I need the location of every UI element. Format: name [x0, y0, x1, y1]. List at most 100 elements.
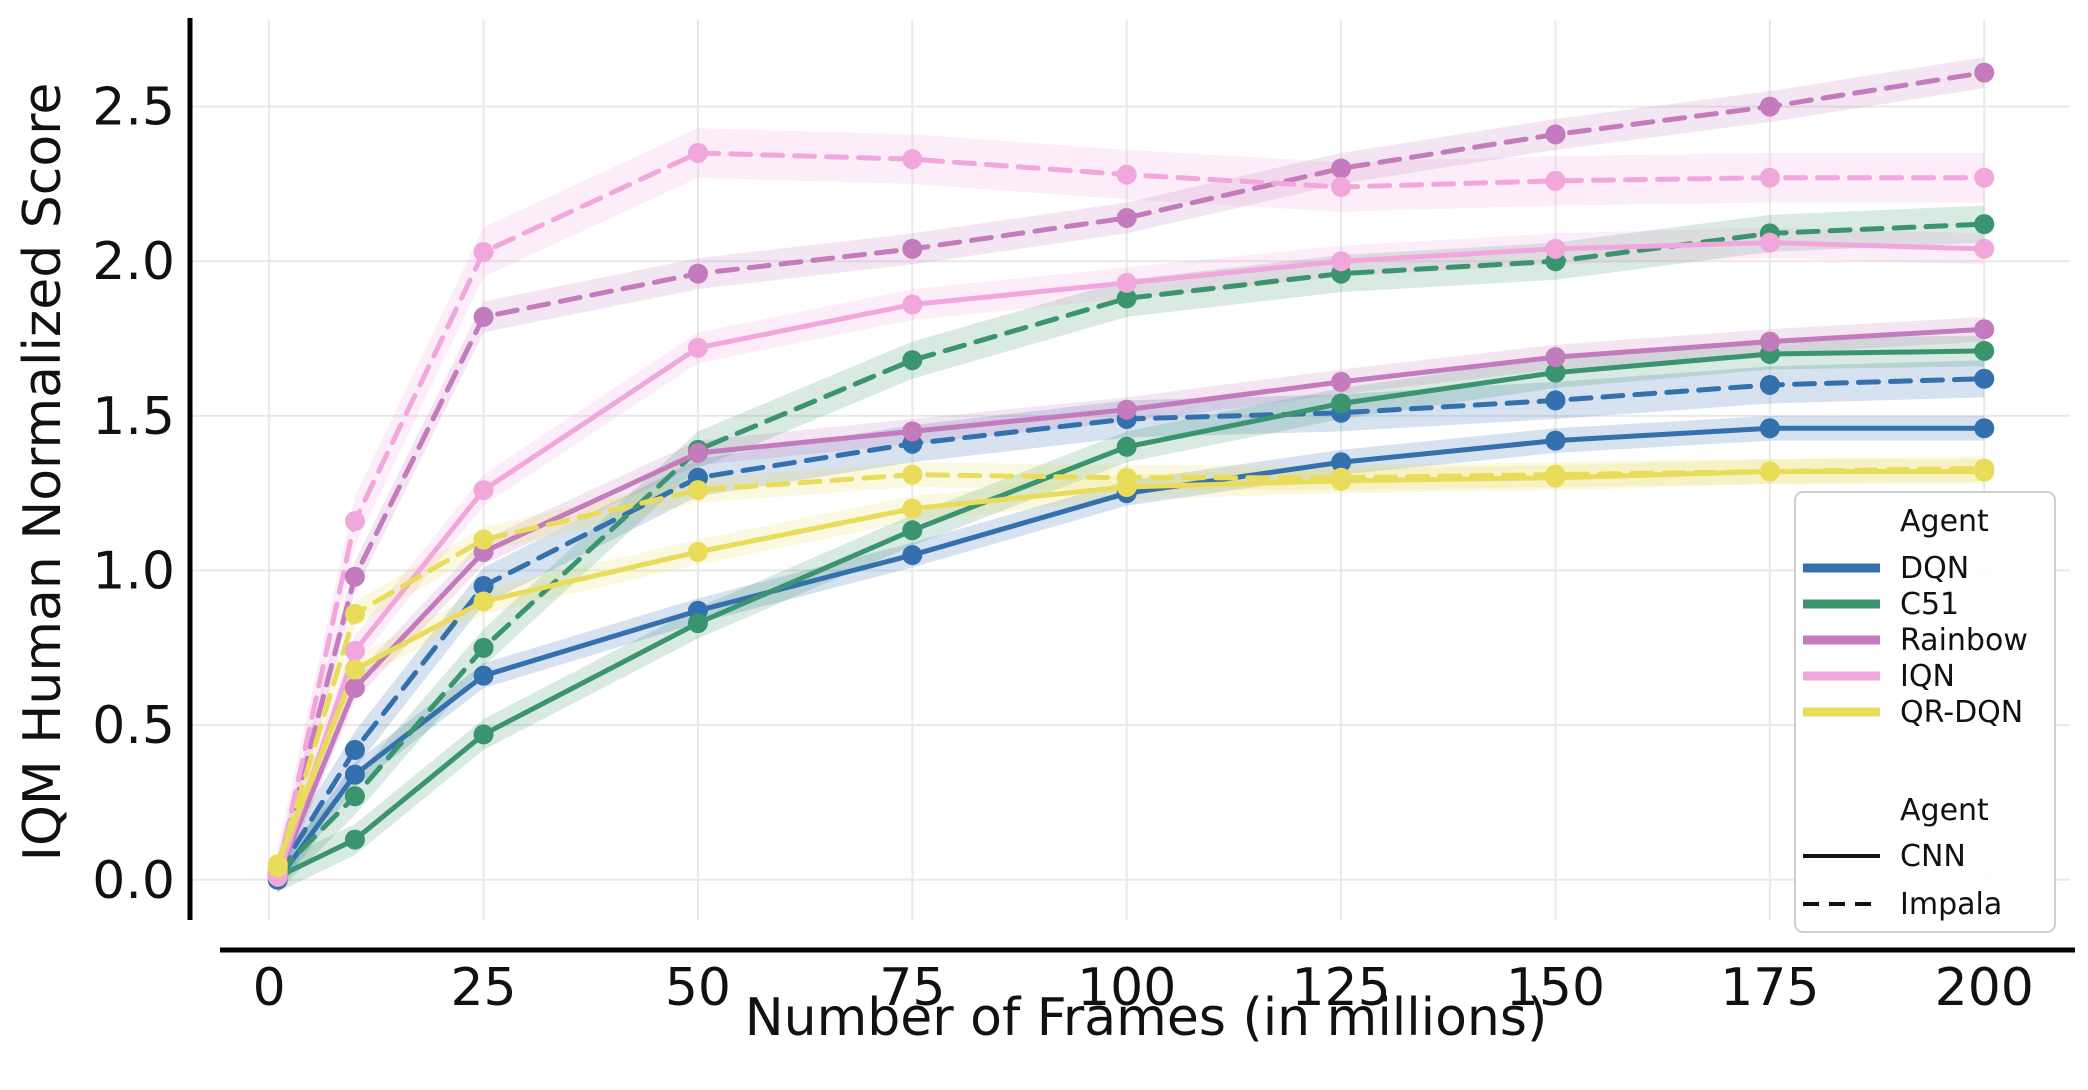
point-dqn-cnn: [1759, 418, 1780, 439]
point-qr-dqn-cnn: [902, 498, 923, 519]
point-rainbow-impala: [1974, 62, 1995, 83]
point-rainbow-cnn: [1331, 371, 1352, 392]
legend-style-entries: CNN Impala: [1803, 839, 2002, 922]
line-iqn-impala: [275, 150, 1987, 877]
point-rainbow-cnn: [344, 678, 365, 699]
point-qr-dqn-cnn: [344, 659, 365, 680]
point-qr-dqn-impala: [902, 464, 923, 485]
point-iqn-cnn: [1116, 272, 1137, 293]
x-axis-title: Number of Frames (in millions): [745, 988, 1548, 1048]
axes: [187, 18, 2075, 953]
point-iqn-cnn: [1331, 251, 1352, 272]
point-iqn-impala: [473, 241, 494, 262]
line-iqn-cnn: [275, 240, 1987, 880]
point-iqn-cnn: [1545, 238, 1566, 259]
band-rainbow-impala: [277, 57, 1985, 886]
point-dqn-impala: [1759, 374, 1780, 395]
point-rainbow-impala: [1545, 124, 1566, 145]
x-tick-label: 50: [665, 958, 731, 1018]
legend-style-title: Agent: [1900, 793, 1989, 828]
point-c51-cnn: [902, 520, 923, 541]
point-qr-dqn-impala: [1116, 467, 1137, 488]
point-dqn-cnn: [1331, 452, 1352, 473]
x-tick-labels: 0 25 50 75 100 125 150 175 200: [253, 958, 2034, 1018]
point-rainbow-cnn: [1545, 347, 1566, 368]
point-iqn-impala: [902, 149, 923, 170]
x-tick-label: 200: [1935, 958, 2034, 1018]
y-tick-label: 0.5: [92, 696, 175, 756]
point-qr-dqn-impala: [1545, 464, 1566, 485]
point-qr-dqn-cnn: [473, 591, 494, 612]
point-iqn-impala: [1974, 167, 1995, 188]
point-qr-dqn-impala: [1331, 467, 1352, 488]
point-dqn-cnn: [902, 545, 923, 566]
point-rainbow-cnn: [1116, 399, 1137, 420]
point-rainbow-cnn: [902, 421, 923, 442]
point-iqn-impala: [1759, 167, 1780, 188]
point-iqn-cnn: [902, 294, 923, 315]
point-c51-cnn: [1974, 340, 1995, 361]
point-c51-cnn: [344, 829, 365, 850]
point-iqn-cnn: [473, 480, 494, 501]
point-qr-dqn-impala: [1974, 458, 1995, 479]
legend-label-impala: Impala: [1900, 887, 2002, 922]
x-tick-label: 75: [879, 958, 945, 1018]
legend-label-dqn: DQN: [1900, 551, 1969, 586]
legend-label-c51: C51: [1900, 587, 1959, 622]
x-tick-label: 100: [1077, 958, 1176, 1018]
point-iqn-impala: [1545, 170, 1566, 191]
point-dqn-cnn: [1545, 430, 1566, 451]
point-dqn-cnn: [344, 764, 365, 785]
series-lines: [275, 70, 1987, 883]
line-qr-dqn-impala: [275, 465, 1987, 870]
y-tick-label: 2.0: [92, 232, 175, 292]
point-iqn-impala: [1116, 164, 1137, 185]
point-rainbow-impala: [344, 566, 365, 587]
point-c51-cnn: [1545, 362, 1566, 383]
point-c51-impala: [1116, 288, 1137, 309]
point-rainbow-impala: [687, 263, 708, 284]
point-rainbow-cnn: [1759, 331, 1780, 352]
x-tick-label: 0: [253, 958, 286, 1018]
point-rainbow-impala: [473, 306, 494, 327]
point-dqn-impala: [1545, 390, 1566, 411]
point-c51-cnn: [1331, 393, 1352, 414]
y-tick-label: 1.5: [92, 387, 175, 447]
point-iqn-cnn: [687, 337, 708, 358]
x-tick-label: 150: [1506, 958, 1605, 1018]
point-dqn-impala: [344, 739, 365, 760]
legend-label-rainbow: Rainbow: [1900, 623, 2028, 658]
line-rainbow-cnn: [275, 326, 1987, 880]
point-dqn-impala: [1974, 368, 1995, 389]
point-qr-dqn-impala: [1759, 461, 1780, 482]
legend-agent-title: Agent: [1900, 504, 1989, 539]
line-c51-cnn: [275, 348, 1987, 880]
point-dqn-cnn: [473, 665, 494, 686]
point-rainbow-impala: [902, 238, 923, 259]
point-c51-impala: [344, 786, 365, 807]
y-tick-label: 1.0: [92, 542, 175, 602]
y-tick-labels: 0.0 0.5 1.0 1.5 2.0 2.5: [92, 78, 175, 911]
point-c51-impala: [1974, 214, 1995, 235]
y-tick-label: 2.5: [92, 78, 175, 138]
point-c51-impala: [473, 637, 494, 658]
point-rainbow-impala: [1759, 96, 1780, 117]
legend-label-qr-dqn: QR-DQN: [1900, 695, 2023, 730]
y-tick-label: 0.0: [92, 851, 175, 911]
line-c51-impala: [275, 221, 1987, 877]
x-tick-label: 175: [1720, 958, 1819, 1018]
point-rainbow-cnn: [687, 442, 708, 463]
point-dqn-impala: [473, 575, 494, 596]
point-qr-dqn-impala: [267, 857, 288, 878]
point-rainbow-impala: [1331, 158, 1352, 179]
point-qr-dqn-impala: [687, 480, 708, 501]
point-iqn-cnn: [344, 640, 365, 661]
x-tick-label: 25: [450, 958, 516, 1018]
point-iqn-impala: [344, 511, 365, 532]
point-c51-cnn: [687, 613, 708, 634]
point-c51-impala: [902, 350, 923, 371]
point-qr-dqn-cnn: [687, 541, 708, 562]
point-qr-dqn-impala: [344, 603, 365, 624]
